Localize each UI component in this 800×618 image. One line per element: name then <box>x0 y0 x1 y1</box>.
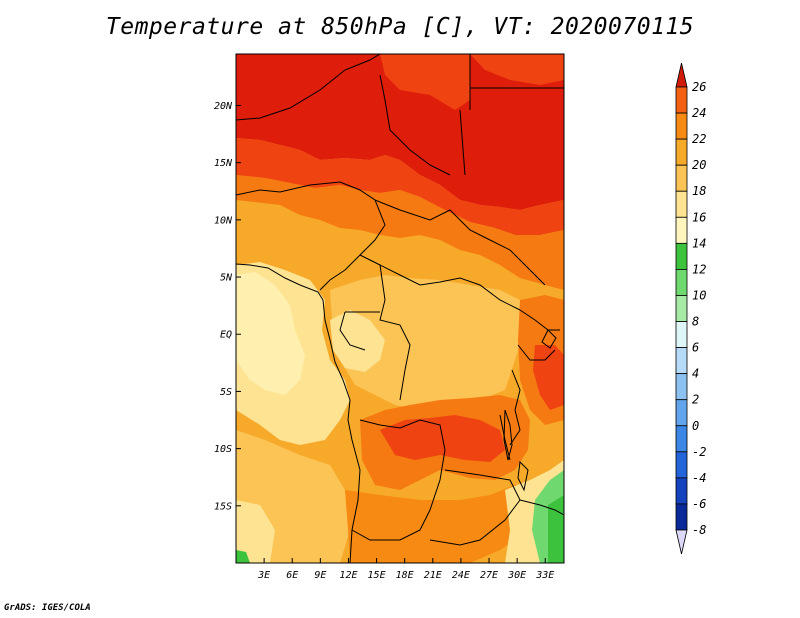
colorbar-label: 0 <box>692 419 699 433</box>
colorbar-swatch <box>675 112 688 140</box>
colorbar-label: 24 <box>692 106 706 120</box>
border-east <box>499 309 560 461</box>
colorbar-swatch <box>675 477 688 505</box>
colorbar-swatch <box>675 295 688 322</box>
lat-tick-label: 10N <box>214 215 233 226</box>
lat-tick-label: 5N <box>220 273 233 284</box>
field-coast-cooler <box>236 272 305 395</box>
colorbar-label: 16 <box>692 210 706 224</box>
colorbar-swatch <box>675 321 688 348</box>
field-sw-pale <box>236 500 275 563</box>
colorbar-swatch <box>675 347 688 375</box>
colorbar-label: 26 <box>692 80 706 94</box>
temperature-field <box>236 54 564 563</box>
field-mozambique-dark-green <box>548 495 564 563</box>
colorbar-swatch <box>675 399 688 427</box>
great-lakes <box>503 329 557 492</box>
lon-tick-label: 9E <box>314 570 326 581</box>
colorbar-swatch <box>675 269 688 296</box>
field-east-africa-hot <box>533 345 564 410</box>
border-central <box>339 254 521 401</box>
border-southern <box>351 419 564 546</box>
field-20-22-band <box>236 175 564 290</box>
colorbar-swatch <box>675 164 688 192</box>
colorbar-swatch <box>675 86 688 114</box>
colorbar-label: 18 <box>692 184 706 198</box>
colorbar-label: 4 <box>692 367 699 381</box>
field-gabon-pale <box>330 310 385 372</box>
field-congo-basin <box>330 275 525 410</box>
colorbar-label: -2 <box>692 445 706 459</box>
colorbar-swatch <box>675 503 688 531</box>
colorbar-swatch <box>675 425 688 453</box>
colorbar-bottom-arrow <box>675 529 688 555</box>
colorbar-label: 6 <box>692 341 699 355</box>
lon-tick-label: 18E <box>396 570 414 581</box>
colorbar-label: 20 <box>692 158 706 172</box>
border-chad-car <box>374 199 546 286</box>
field-24-26-north <box>236 54 564 210</box>
lat-tick-label: 10S <box>214 444 232 455</box>
lon-tick-label: 6E <box>286 570 298 581</box>
lat-tick-label: 15S <box>214 501 232 512</box>
map-frame <box>235 53 565 564</box>
colorbar-label: -6 <box>692 497 706 511</box>
lon-tick-label: 3E <box>257 570 270 581</box>
lon-tick-label: 15E <box>368 570 386 581</box>
lon-tick-label: 21E <box>424 570 442 581</box>
coastline-west-africa <box>236 263 361 563</box>
colorbar-label: -4 <box>692 471 706 485</box>
lon-tick-label: 33E <box>535 570 554 581</box>
lat-tick-label: 20N <box>214 101 233 112</box>
colorbar-swatch <box>675 242 688 270</box>
colorbar-top-arrow <box>675 62 688 88</box>
colorbar-label: 10 <box>692 288 706 302</box>
colorbar-swatch <box>675 190 688 218</box>
colorbar-label: 12 <box>692 262 706 276</box>
colorbar-swatch <box>675 373 688 401</box>
lon-tick-label: 27E <box>480 570 498 581</box>
colorbar-swatch <box>675 138 688 166</box>
field-northeast-patch <box>470 54 564 85</box>
colorbar-swatch <box>675 451 688 479</box>
lon-tick-label: 24E <box>452 570 470 581</box>
colorbar-swatch <box>675 216 688 244</box>
lon-tick-label: 12E <box>339 570 357 581</box>
longitude-axis: 3E 6E 9E 12E 15E 18E 21E 24E 27E 30E 33E <box>257 558 554 581</box>
border-sahara-north <box>236 54 564 176</box>
lat-tick-label: EQ <box>220 330 232 341</box>
country-borders <box>236 54 564 563</box>
latitude-axis: 20N 15N 10N 5N EQ 5S 10S 15S <box>214 101 241 512</box>
lat-tick-label: 15N <box>214 158 233 169</box>
lat-tick-label: 5S <box>220 387 232 398</box>
grads-credit: GrADS: IGES/COLA <box>4 603 91 613</box>
colorbar-label: -8 <box>692 523 706 537</box>
field-sw-corner-green <box>236 550 250 563</box>
colorbar-label: 2 <box>692 393 699 407</box>
field-south-warm <box>345 485 530 563</box>
colorbar-label: 14 <box>692 236 706 250</box>
field-22-24-sahel <box>236 138 564 235</box>
colorbar-label: 8 <box>692 315 699 329</box>
lon-tick-label: 30E <box>507 570 526 581</box>
map-title: Temperature at 850hPa [C], VT: 202007011… <box>105 14 695 40</box>
colorbar-label: 22 <box>692 132 706 146</box>
field-north-patch <box>380 54 470 110</box>
